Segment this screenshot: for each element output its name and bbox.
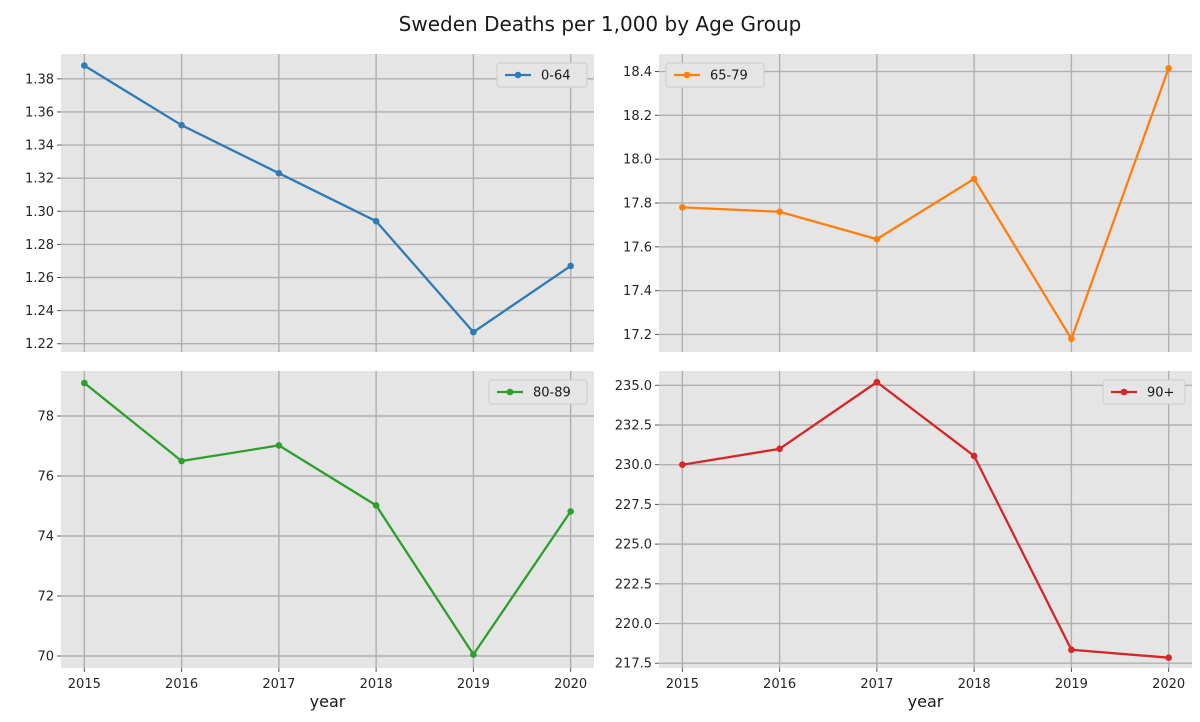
- y-tick-label: 18.0: [623, 153, 652, 168]
- y-tick-label: 230.0: [615, 458, 652, 473]
- legend-marker: [1120, 388, 1128, 396]
- data-point: [679, 204, 686, 211]
- y-tick-label: 18.4: [623, 65, 652, 80]
- data-point: [1165, 654, 1172, 661]
- x-tick-label: 2019: [457, 677, 490, 692]
- plot-background: [61, 54, 594, 352]
- chart-title: Sweden Deaths per 1,000 by Age Group: [398, 12, 802, 36]
- legend-marker: [506, 388, 514, 396]
- data-point: [81, 379, 88, 387]
- legend-label: 65-79: [710, 69, 748, 84]
- y-tick-label: 74: [37, 530, 54, 545]
- x-tick-label: 2015: [666, 677, 699, 692]
- y-tick-label: 217.5: [615, 657, 652, 672]
- data-point: [776, 208, 783, 216]
- legend-label: 80-89: [533, 386, 571, 401]
- data-point: [970, 175, 978, 183]
- series-line-90+: [682, 380, 1169, 659]
- y-tick-label: 76: [37, 470, 54, 485]
- y-tick-label: 1.36: [25, 105, 54, 120]
- data-point: [372, 502, 380, 509]
- legend-box: [488, 379, 588, 405]
- legend: 80-89: [488, 379, 588, 405]
- y-tick-label: 17.4: [623, 284, 652, 299]
- data-point: [1068, 335, 1075, 343]
- data-point: [470, 651, 477, 658]
- x-axis-label: year: [310, 692, 346, 711]
- series-line-80-89: [83, 382, 572, 656]
- y-tick-label: 18.2: [623, 109, 652, 124]
- subplot-2: 17.2 17.4 17.6 17.8 18.0 18.2 18.4 65-79: [623, 54, 1192, 352]
- data-point: [1165, 64, 1172, 72]
- data-point: [567, 262, 574, 270]
- x-tick-label: 2016: [165, 677, 198, 692]
- y-tick-label: 1.22: [25, 337, 54, 352]
- y-tick-label: 17.8: [623, 197, 652, 212]
- subplot-1: 1.22 1.24 1.26 1.28 1.30 1.32 1.34 1.36 1.38 0-64: [25, 54, 594, 352]
- x-tick-label: 2020: [1152, 677, 1185, 692]
- y-tick-label: 1.38: [25, 72, 54, 87]
- data-point: [372, 217, 380, 225]
- y-tick-label: 1.30: [25, 205, 54, 220]
- y-tick-label: 220.0: [615, 617, 652, 632]
- subplot-3: 70 72 74 76 78 2015 2016 2017 2018 2019 2020 year 80…: [37, 371, 594, 711]
- x-tick-label: 2016: [763, 677, 796, 692]
- data-point: [776, 445, 783, 453]
- legend-label: 90+: [1147, 386, 1174, 401]
- y-tick-label: 1.26: [25, 271, 54, 286]
- y-tick-label: 232.5: [615, 419, 652, 434]
- x-tick-label: 2019: [1055, 677, 1088, 692]
- legend-box: [496, 62, 588, 88]
- x-tick-label: 2020: [554, 677, 587, 692]
- y-tick-label: 1.32: [25, 172, 54, 187]
- x-tick-label: 2018: [360, 677, 393, 692]
- y-tick-label: 222.5: [615, 577, 652, 592]
- y-tick-label: 70: [37, 650, 54, 665]
- data-point: [567, 508, 574, 515]
- y-tick-label: 1.28: [25, 238, 54, 253]
- legend-marker: [683, 71, 691, 79]
- data-point: [81, 62, 88, 69]
- x-tick-label: 2015: [68, 677, 101, 692]
- y-tick-label: 225.0: [615, 538, 652, 553]
- legend: 0-64: [496, 62, 588, 88]
- y-tick-label: 227.5: [615, 498, 652, 513]
- data-point: [178, 121, 185, 129]
- series-line-0-64: [83, 64, 572, 334]
- plot-background: [61, 371, 594, 668]
- y-tick-label: 1.34: [25, 139, 54, 154]
- y-tick-label: 72: [37, 590, 54, 605]
- y-tick-label: 1.24: [25, 304, 54, 319]
- data-point: [970, 452, 978, 460]
- plot-background: [659, 371, 1192, 668]
- y-tick-label: 17.6: [623, 240, 652, 255]
- data-point: [873, 378, 881, 386]
- x-tick-label: 2018: [958, 677, 991, 692]
- y-tick-label: 17.2: [623, 328, 652, 343]
- x-tick-label: 2017: [262, 677, 295, 692]
- data-point: [873, 235, 881, 243]
- series-line-65-79: [682, 67, 1170, 341]
- data-point: [679, 461, 686, 469]
- legend-box: [665, 62, 765, 88]
- y-tick-label: 235.0: [615, 379, 652, 394]
- legend: 65-79: [665, 62, 765, 88]
- legend-label: 0-64: [541, 69, 571, 84]
- legend-marker: [514, 71, 522, 79]
- data-point: [275, 442, 283, 449]
- data-point: [275, 169, 283, 177]
- x-axis-label: year: [908, 692, 944, 711]
- subplot-4: 217.5 220.0 222.5 225.0 227.5 230.0 232.5 235.0…: [615, 371, 1192, 711]
- x-tick-label: 2017: [860, 677, 893, 692]
- data-point: [1068, 646, 1075, 654]
- data-point: [178, 457, 185, 465]
- data-point: [470, 328, 477, 336]
- legend-box: [1102, 379, 1186, 405]
- legend: 90+: [1102, 379, 1186, 405]
- y-tick-label: 78: [37, 410, 54, 425]
